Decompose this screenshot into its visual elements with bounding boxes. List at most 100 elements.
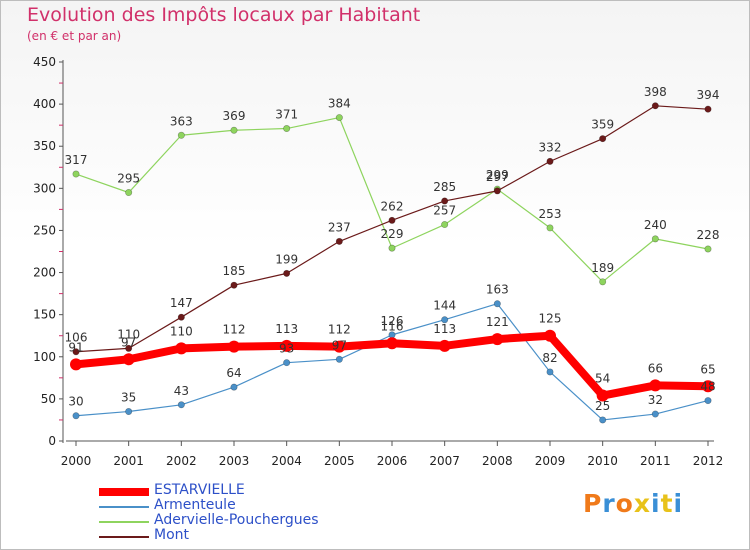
data-label: 369 [223, 109, 246, 123]
data-label: 185 [223, 264, 246, 278]
y-tick-label: 400 [33, 97, 56, 111]
data-label: 113 [433, 322, 456, 336]
data-label: 112 [328, 323, 351, 337]
data-label: 295 [117, 172, 140, 186]
data-point [651, 102, 659, 110]
data-label: 116 [381, 319, 404, 333]
data-point [704, 245, 712, 253]
data-label: 110 [170, 324, 193, 338]
x-tick-label: 2007 [429, 454, 460, 468]
x-tick-label: 2001 [113, 454, 144, 468]
legend-label: Mont [154, 527, 190, 543]
x-tick-label: 2005 [324, 454, 355, 468]
data-label: 144 [433, 299, 456, 313]
data-point [335, 237, 343, 245]
data-label: 229 [381, 227, 404, 241]
legend-swatch [99, 488, 149, 496]
data-label: 285 [433, 180, 456, 194]
y-tick-label: 350 [33, 139, 56, 153]
logo-letter: x [633, 489, 651, 518]
data-label: 394 [697, 88, 720, 102]
x-tick-label: 2006 [377, 454, 408, 468]
logo-letter: i [673, 489, 684, 518]
legend-swatch [99, 521, 149, 523]
data-point [651, 410, 659, 418]
data-label: 113 [275, 322, 298, 336]
data-label: 253 [539, 207, 562, 221]
data-label: 30 [68, 395, 83, 409]
data-point [72, 412, 80, 420]
x-tick-label: 2012 [693, 454, 724, 468]
data-point [493, 187, 501, 195]
data-point [125, 344, 133, 352]
data-label: 257 [433, 204, 456, 218]
data-label: 65 [700, 362, 715, 376]
data-label: 359 [591, 118, 614, 132]
data-label: 32 [648, 393, 663, 407]
data-point [491, 333, 504, 346]
data-point [704, 105, 712, 113]
data-point [70, 358, 82, 371]
data-point [544, 329, 556, 342]
data-point [702, 380, 714, 393]
y-tick-label: 200 [33, 266, 56, 280]
data-point [230, 126, 238, 134]
legend-label: Armenteule [154, 497, 236, 513]
y-tick-label: 450 [33, 55, 56, 69]
data-point [335, 114, 343, 122]
data-label: 299 [486, 168, 509, 182]
data-point [230, 281, 238, 289]
logo-letter: i [651, 489, 661, 518]
logo-letter: P [583, 489, 603, 518]
data-label: 262 [381, 199, 404, 213]
data-label: 147 [170, 296, 193, 310]
x-tick-label: 2009 [535, 454, 566, 468]
data-point [599, 416, 607, 424]
data-label: 237 [328, 220, 351, 234]
y-tick-label: 300 [33, 181, 56, 195]
y-tick-label: 100 [33, 350, 56, 364]
data-label: 189 [591, 261, 614, 275]
data-label: 64 [226, 366, 241, 380]
data-point [546, 157, 554, 165]
data-point [546, 224, 554, 232]
data-label: 112 [223, 323, 246, 337]
data-point [177, 131, 185, 139]
data-point [280, 339, 293, 352]
data-label: 317 [65, 153, 88, 167]
data-label: 125 [539, 312, 562, 326]
data-point [230, 383, 238, 391]
x-tick-label: 2010 [587, 454, 618, 468]
data-label: 398 [644, 85, 667, 99]
data-label: 332 [539, 140, 562, 154]
data-point [704, 397, 712, 405]
data-label: 371 [275, 108, 298, 122]
chart-subtitle: (en € et par an) [27, 29, 122, 43]
data-label: 121 [486, 315, 509, 329]
data-label: 25 [595, 399, 610, 413]
data-point [386, 337, 398, 350]
logo-letter: o [615, 489, 634, 518]
data-label: 199 [275, 252, 298, 266]
y-tick-label: 0 [48, 434, 56, 448]
logo-letter: r [602, 489, 616, 518]
data-label: 54 [595, 372, 610, 386]
data-label: 297 [486, 170, 509, 184]
legend-swatch [99, 536, 149, 538]
data-point [388, 244, 396, 252]
data-point [125, 189, 133, 197]
data-point [177, 401, 185, 409]
data-label: 48 [700, 380, 715, 394]
data-point [441, 316, 449, 324]
data-label: 163 [486, 283, 509, 297]
x-tick-label: 2011 [640, 454, 671, 468]
data-point [441, 197, 449, 205]
data-point [283, 269, 291, 277]
data-label: 126 [381, 314, 404, 328]
data-point [649, 379, 662, 392]
chart-title: Evolution des Impôts locaux par Habitant [27, 4, 421, 26]
data-point [599, 135, 607, 143]
data-label: 97 [121, 335, 136, 349]
